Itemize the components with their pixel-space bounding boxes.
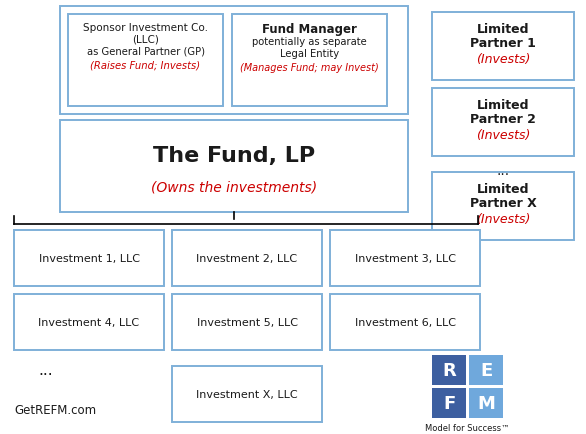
FancyBboxPatch shape (432, 173, 574, 240)
Text: E: E (480, 361, 492, 379)
Text: ...: ... (39, 363, 53, 378)
FancyBboxPatch shape (432, 13, 574, 81)
Text: Limited: Limited (477, 99, 529, 112)
FancyBboxPatch shape (469, 388, 503, 418)
FancyBboxPatch shape (432, 89, 574, 157)
FancyBboxPatch shape (14, 230, 164, 286)
Text: F: F (443, 394, 455, 412)
Text: Fund Manager: Fund Manager (262, 23, 357, 36)
FancyBboxPatch shape (68, 15, 223, 107)
FancyBboxPatch shape (432, 388, 466, 418)
FancyBboxPatch shape (172, 230, 322, 286)
FancyBboxPatch shape (60, 121, 408, 213)
FancyBboxPatch shape (432, 355, 466, 385)
Text: Investment X, LLC: Investment X, LLC (196, 389, 298, 399)
FancyBboxPatch shape (172, 366, 322, 422)
FancyBboxPatch shape (330, 230, 480, 286)
Text: Model for Success™: Model for Success™ (425, 423, 510, 432)
Text: R: R (442, 361, 456, 379)
FancyBboxPatch shape (232, 15, 387, 107)
Text: Partner 2: Partner 2 (470, 113, 536, 126)
Text: (Manages Fund; may Invest): (Manages Fund; may Invest) (240, 63, 379, 73)
Text: Limited: Limited (477, 183, 529, 196)
Text: (LLC): (LLC) (132, 35, 159, 45)
FancyBboxPatch shape (469, 355, 503, 385)
Text: ...: ... (496, 164, 510, 178)
FancyBboxPatch shape (172, 294, 322, 350)
Text: The Fund, LP: The Fund, LP (153, 146, 315, 166)
FancyBboxPatch shape (330, 294, 480, 350)
Text: Investment 2, LLC: Investment 2, LLC (196, 253, 298, 263)
Text: (Invests): (Invests) (476, 129, 530, 141)
Text: potentially as separate: potentially as separate (252, 37, 367, 47)
Text: GetREFM.com: GetREFM.com (14, 403, 96, 416)
Text: as General Partner (GP): as General Partner (GP) (87, 47, 205, 57)
Text: (Invests): (Invests) (476, 53, 530, 66)
Text: (Owns the investments): (Owns the investments) (151, 180, 317, 194)
Text: Investment 5, LLC: Investment 5, LLC (196, 317, 298, 327)
Text: Investment 4, LLC: Investment 4, LLC (39, 317, 139, 327)
Text: Partner X: Partner X (469, 197, 536, 210)
Text: (Raises Fund; Invests): (Raises Fund; Invests) (90, 61, 200, 71)
Text: Partner 1: Partner 1 (470, 37, 536, 50)
Text: (Invests): (Invests) (476, 213, 530, 226)
Text: Investment 3, LLC: Investment 3, LLC (355, 253, 455, 263)
FancyBboxPatch shape (60, 7, 408, 115)
Text: Limited: Limited (477, 23, 529, 36)
Text: Sponsor Investment Co.: Sponsor Investment Co. (83, 23, 208, 33)
Text: Investment 6, LLC: Investment 6, LLC (355, 317, 455, 327)
Text: Investment 1, LLC: Investment 1, LLC (39, 253, 139, 263)
FancyBboxPatch shape (14, 294, 164, 350)
Text: Legal Entity: Legal Entity (280, 49, 339, 59)
Text: M: M (477, 394, 495, 412)
